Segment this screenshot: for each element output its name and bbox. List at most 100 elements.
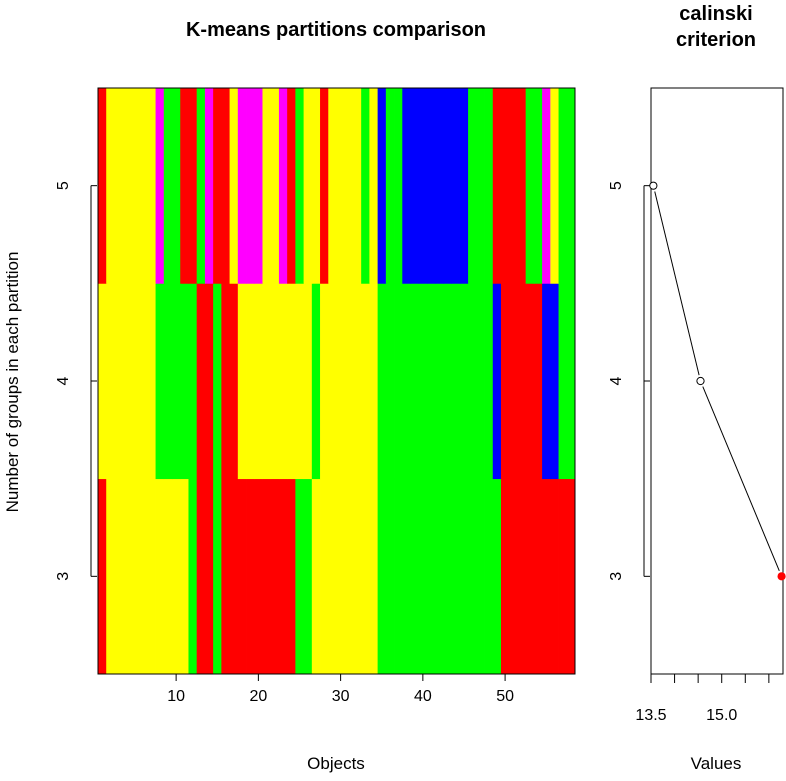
heatmap-cell xyxy=(278,478,288,675)
heatmap-cell xyxy=(443,478,453,675)
heatmap-cell xyxy=(147,478,156,675)
heatmap-cell xyxy=(550,283,559,480)
heatmap-cell xyxy=(311,478,321,675)
heatmap-cell xyxy=(558,283,568,480)
heatmap-cell xyxy=(468,478,477,675)
heatmap-cell xyxy=(122,478,132,675)
heatmap-cell xyxy=(533,478,543,675)
heatmap-cell xyxy=(320,283,329,480)
heatmap-cell xyxy=(114,283,124,480)
heatmap-cell xyxy=(311,88,321,284)
heatmap-cell xyxy=(98,88,107,284)
heatmap-cell xyxy=(155,283,165,480)
heatmap-cell xyxy=(459,88,469,284)
heatmap-cell xyxy=(402,88,411,284)
heatmap-cell xyxy=(295,88,304,284)
x-tick-label: 50 xyxy=(496,688,514,705)
heatmap-cell xyxy=(188,283,198,480)
heatmap-cell xyxy=(418,88,428,284)
x-tick-label: 20 xyxy=(249,688,267,705)
heatmap-cell xyxy=(344,88,354,284)
y-tick-label: 4 xyxy=(608,376,625,385)
heatmap-cell xyxy=(476,88,485,284)
heatmap-cell xyxy=(402,478,411,675)
heatmap-cell xyxy=(303,88,313,284)
heatmap-cell xyxy=(122,88,132,284)
y-tick-label: 4 xyxy=(55,376,72,385)
heatmap-cell xyxy=(320,88,329,284)
heatmap-cell xyxy=(517,283,527,480)
x-tick-label: 30 xyxy=(332,688,350,705)
heatmap-cell xyxy=(130,478,140,675)
heatmap-cell xyxy=(303,283,313,480)
heatmap-cell xyxy=(566,283,576,480)
heatmap-cell xyxy=(451,478,461,675)
heatmap-cell xyxy=(410,478,420,675)
heatmap-cell xyxy=(369,283,379,480)
heatmap-cell xyxy=(377,478,387,675)
heatmap-cell xyxy=(130,88,140,284)
heatmap-cell xyxy=(172,478,181,675)
heatmap-y-axis: 3 4 5 xyxy=(55,181,97,581)
heatmap-cell xyxy=(500,283,510,480)
heatmap-cell xyxy=(361,478,370,675)
calinski-line-segment xyxy=(654,191,700,376)
heatmap-cell xyxy=(476,283,485,480)
heatmap-cell xyxy=(163,88,173,284)
heatmap-cell xyxy=(270,88,280,284)
heatmap-cell xyxy=(237,88,247,284)
x-tick-label: 15.0 xyxy=(706,707,737,724)
heatmap-cell xyxy=(435,478,444,675)
heatmap-cell xyxy=(451,283,461,480)
heatmap-cell xyxy=(492,88,502,284)
y-tick-label: 5 xyxy=(608,181,625,190)
heatmap-cell xyxy=(130,283,140,480)
y-tick-label: 3 xyxy=(608,572,625,581)
heatmap-cell xyxy=(295,283,304,480)
heatmap-cell xyxy=(163,283,173,480)
heatmap-cell xyxy=(435,88,444,284)
heatmap-cell xyxy=(98,283,107,480)
calinski-plot-frame xyxy=(650,87,784,675)
heatmap-cell xyxy=(229,88,239,284)
heatmap-cell xyxy=(270,283,280,480)
heatmap-title: K-means partitions comparison xyxy=(186,19,486,41)
heatmap-cell xyxy=(196,283,206,480)
heatmap-cell xyxy=(385,478,395,675)
heatmap-cell xyxy=(533,283,543,480)
y-tick-label: 5 xyxy=(55,181,72,190)
heatmap-cell xyxy=(254,283,263,480)
heatmap-cell xyxy=(410,88,420,284)
heatmap-cell xyxy=(484,283,494,480)
heatmap-cell xyxy=(106,478,115,675)
heatmap-cell xyxy=(246,283,255,480)
heatmap-cell xyxy=(180,478,189,675)
heatmap-cell xyxy=(394,88,403,284)
heatmap-cell xyxy=(426,88,436,284)
heatmap-x-label: Objects xyxy=(307,754,365,773)
heatmap-cell xyxy=(451,88,461,284)
heatmap-cell xyxy=(262,88,272,284)
heatmap-cell xyxy=(229,283,239,480)
heatmap-cell xyxy=(287,478,296,675)
heatmap-cell xyxy=(204,88,214,284)
heatmap-cell xyxy=(270,478,280,675)
heatmap-cell xyxy=(426,283,436,480)
heatmap-cell xyxy=(254,478,263,675)
heatmap-cell xyxy=(204,283,214,480)
heatmap-cell xyxy=(196,478,206,675)
heatmap-cell xyxy=(262,283,272,480)
heatmap-y-label: Number of groups in each partition xyxy=(3,252,22,513)
heatmap-cell xyxy=(328,478,337,675)
heatmap-cell xyxy=(320,478,329,675)
heatmap-cell xyxy=(509,283,518,480)
heatmap-plot-frame xyxy=(97,87,576,675)
heatmap-cell xyxy=(418,283,428,480)
heatmap-cell xyxy=(443,88,453,284)
heatmap-cell xyxy=(147,283,156,480)
heatmap-cell xyxy=(139,88,148,284)
heatmap-cell xyxy=(558,478,568,675)
heatmap-cell xyxy=(566,478,576,675)
calinski-line-segment xyxy=(702,386,780,571)
